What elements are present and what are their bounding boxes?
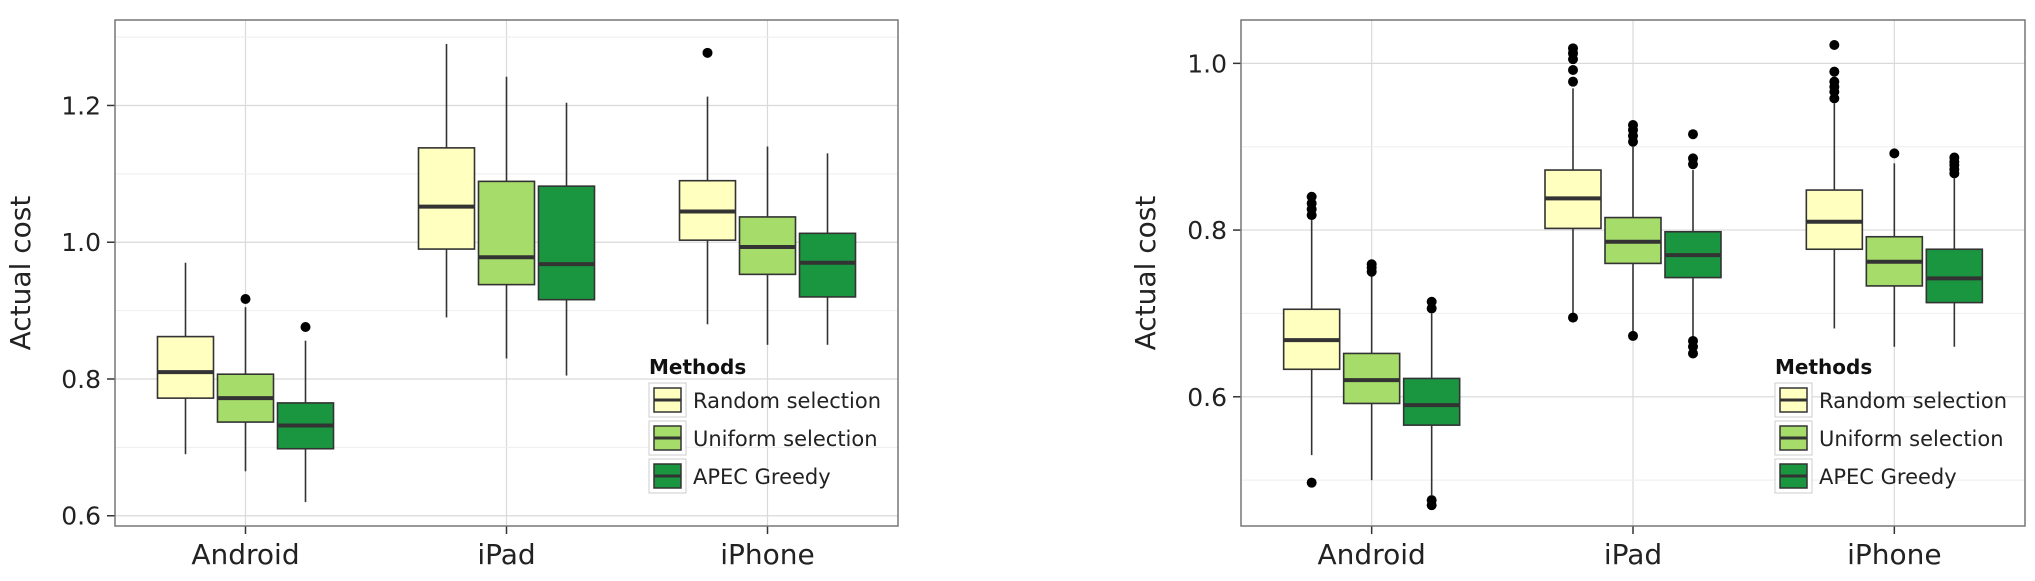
box-random-selection-android <box>1282 191 1341 488</box>
iqr-box <box>1402 377 1461 426</box>
y-axis-title: Actual cost <box>1129 196 1162 351</box>
plot-border <box>1240 19 2026 527</box>
y-tick-label: 1.2 <box>61 91 101 120</box>
box-uniform-selection-ipad <box>477 76 536 359</box>
outlier-point <box>1688 153 1698 164</box>
outlier-point <box>1306 191 1317 202</box>
outlier-point <box>1628 330 1638 341</box>
legend-title: Methods <box>649 355 746 379</box>
outlier-point <box>702 47 713 58</box>
y-tick-label: 1.0 <box>1187 49 1227 78</box>
outlier-point <box>1829 40 1840 51</box>
box-apec-greedy-android <box>276 322 335 503</box>
outlier-point <box>1568 43 1578 54</box>
outlier-point <box>1568 65 1578 76</box>
legend: Methods Random selection Uniform selection… <box>1774 355 2007 494</box>
outlier-point <box>1426 296 1437 307</box>
y-tick-label: 0.8 <box>1187 216 1227 245</box>
outlier-point <box>1366 259 1377 270</box>
iqr-box <box>1805 189 1864 251</box>
outlier-point <box>1306 477 1317 488</box>
box-uniform-selection-android <box>1342 259 1401 481</box>
outlier-point <box>1889 148 1900 159</box>
plot-border <box>114 19 899 527</box>
outlier-point <box>1949 152 1960 163</box>
legend-label: APEC Greedy <box>1819 465 1957 489</box>
outlier-point <box>240 293 251 304</box>
iqr-box <box>537 185 596 301</box>
outlier-point <box>1829 76 1840 87</box>
box-apec-greedy-ipad <box>1664 129 1722 359</box>
chart-panel-2: 0.6 0.8 1.0 Android iPad iPhone Actual cost Met… <box>1129 19 2026 571</box>
y-tick-label: 0.6 <box>1187 383 1227 412</box>
x-tick-label: iPad <box>477 538 535 571</box>
outlier-point <box>1829 66 1840 77</box>
box-random-selection-android <box>156 262 215 455</box>
legend-label: Uniform selection <box>1819 427 2004 451</box>
box-random-selection-iphone <box>1805 40 1864 329</box>
iqr-box <box>1925 248 1984 304</box>
box-apec-greedy-ipad <box>537 102 596 376</box>
iqr-box <box>417 147 476 250</box>
outlier-point <box>1568 312 1578 323</box>
x-tick-label: Android <box>1318 538 1426 571</box>
y-tick-label: 0.8 <box>61 365 101 394</box>
x-tick-label: iPhone <box>1847 538 1942 571</box>
iqr-box <box>798 232 857 298</box>
iqr-box <box>477 180 536 286</box>
box-uniform-selection-android <box>216 293 275 472</box>
box-random-selection-ipad <box>417 43 476 318</box>
outlier-point <box>1426 495 1437 506</box>
x-tick-label: iPad <box>1604 538 1662 571</box>
outlier-point <box>1688 129 1698 140</box>
legend-label: APEC Greedy <box>693 465 831 489</box>
outlier-point <box>1628 120 1638 131</box>
y-tick-label: 0.6 <box>61 502 101 531</box>
x-tick-label: iPhone <box>720 538 815 571</box>
box-apec-greedy-iphone <box>798 153 857 345</box>
box-random-selection-iphone <box>678 47 737 325</box>
legend: Methods Random selection Uniform selection… <box>648 355 881 494</box>
legend-label: Random selection <box>693 389 881 413</box>
box-uniform-selection-iphone <box>1865 148 1924 347</box>
box-apec-greedy-android <box>1402 296 1461 511</box>
iqr-box <box>156 335 215 399</box>
x-tick-label: Android <box>191 538 299 571</box>
legend-label: Random selection <box>1819 389 2007 413</box>
box-apec-greedy-iphone <box>1925 152 1984 347</box>
chart-panel-1: 0.6 0.8 1.0 1.2 Android iPad iPhone Actual cost… <box>4 19 899 571</box>
outlier-point <box>1568 76 1578 87</box>
legend-title: Methods <box>1775 355 1872 379</box>
y-tick-label: 1.0 <box>61 228 101 257</box>
y-axis-title: Actual cost <box>4 196 37 351</box>
box-uniform-selection-iphone <box>738 146 797 345</box>
outlier-point <box>1688 335 1698 346</box>
outlier-point <box>300 322 311 333</box>
box-uniform-selection-ipad <box>1604 120 1662 341</box>
box-random-selection-ipad <box>1544 43 1602 323</box>
legend-label: Uniform selection <box>693 427 878 451</box>
